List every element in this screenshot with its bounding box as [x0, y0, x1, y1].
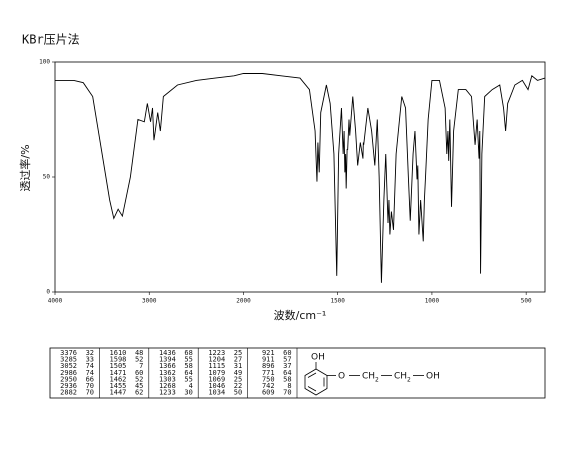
- chart-title: KBr压片法: [22, 33, 80, 47]
- wavenumber-cell: 1079: [208, 369, 225, 377]
- wavenumber-cell: 742: [262, 382, 275, 390]
- transmittance-cell: 66: [86, 375, 94, 383]
- transmittance-cell: 25: [234, 349, 242, 357]
- x-tick-label: 1000: [425, 298, 440, 305]
- subscript-label: 2: [407, 377, 411, 384]
- wavenumber-cell: 1115: [208, 362, 225, 370]
- wavenumber-cell: 609: [262, 389, 275, 397]
- spectrum-line: [55, 73, 546, 283]
- wavenumber-cell: 911: [262, 356, 275, 364]
- transmittance-cell: 57: [283, 356, 291, 364]
- transmittance-cell: 64: [283, 369, 291, 377]
- wavenumber-cell: 1436: [159, 349, 176, 357]
- ether-label: O: [338, 372, 345, 382]
- wavenumber-cell: 2986: [60, 369, 77, 377]
- x-tick-label: 500: [521, 298, 532, 305]
- wavenumber-cell: 750: [262, 375, 275, 383]
- transmittance-cell: 74: [86, 369, 94, 377]
- transmittance-cell: 37: [283, 362, 291, 370]
- transmittance-cell: 33: [86, 356, 94, 364]
- transmittance-cell: 60: [135, 369, 143, 377]
- wavenumber-cell: 1598: [110, 356, 127, 364]
- x-tick-label: 3000: [142, 298, 157, 305]
- x-tick-label: 2000: [236, 298, 251, 305]
- y-tick-label: 50: [43, 174, 51, 181]
- transmittance-cell: 70: [283, 389, 291, 397]
- transmittance-cell: 52: [135, 375, 143, 383]
- transmittance-cell: 55: [184, 375, 192, 383]
- wavenumber-cell: 2936: [60, 382, 77, 390]
- wavenumber-cell: 1303: [159, 375, 176, 383]
- double-bond: [307, 386, 317, 392]
- wavenumber-cell: 1268: [159, 382, 176, 390]
- wavenumber-cell: 1447: [110, 389, 127, 397]
- transmittance-cell: 50: [234, 389, 242, 397]
- wavenumber-cell: 3376: [60, 349, 77, 357]
- wavenumber-cell: 1046: [208, 382, 225, 390]
- wavenumber-cell: 1069: [208, 375, 225, 383]
- transmittance-cell: 60: [283, 349, 291, 357]
- wavenumber-cell: 1204: [208, 356, 225, 364]
- transmittance-cell: 58: [283, 375, 291, 383]
- transmittance-cell: 58: [184, 362, 192, 370]
- transmittance-cell: 22: [234, 382, 242, 390]
- wavenumber-cell: 1505: [110, 362, 127, 370]
- wavenumber-cell: 1366: [159, 362, 176, 370]
- wavenumber-cell: 2882: [60, 389, 77, 397]
- transmittance-cell: 25: [234, 375, 242, 383]
- transmittance-cell: 55: [184, 356, 192, 364]
- wavenumber-cell: 3285: [60, 356, 77, 364]
- transmittance-cell: 31: [234, 362, 242, 370]
- transmittance-cell: 7: [139, 362, 143, 370]
- transmittance-cell: 74: [86, 362, 94, 370]
- transmittance-cell: 64: [184, 369, 192, 377]
- wavenumber-cell: 921: [262, 349, 275, 357]
- wavenumber-cell: 1034: [208, 389, 225, 397]
- transmittance-cell: 32: [86, 349, 94, 357]
- transmittance-cell: 4: [189, 382, 193, 390]
- transmittance-cell: 30: [184, 389, 192, 397]
- wavenumber-cell: 1362: [159, 369, 176, 377]
- wavenumber-cell: 1233: [159, 389, 176, 397]
- transmittance-cell: 52: [135, 356, 143, 364]
- wavenumber-cell: 1471: [110, 369, 127, 377]
- wavenumber-cell: 771: [262, 369, 275, 377]
- y-tick-label: 100: [39, 59, 50, 66]
- x-axis-label: 波数/cm⁻¹: [274, 309, 327, 322]
- methylene-label: CH: [394, 372, 407, 382]
- x-tick-label: 1500: [330, 298, 345, 305]
- wavenumber-cell: 3052: [60, 362, 77, 370]
- transmittance-cell: 49: [234, 369, 242, 377]
- transmittance-cell: 70: [86, 382, 94, 390]
- transmittance-cell: 45: [135, 382, 143, 390]
- wavenumber-cell: 1455: [110, 382, 127, 390]
- transmittance-cell: 48: [135, 349, 143, 357]
- double-bond: [307, 372, 317, 378]
- x-tick-label: 4000: [48, 298, 63, 305]
- wavenumber-cell: 896: [262, 362, 275, 370]
- wavenumber-cell: 1462: [110, 375, 127, 383]
- transmittance-cell: 8: [287, 382, 291, 390]
- hydroxyl-label: OH: [311, 353, 325, 363]
- y-tick-label: 0: [46, 289, 50, 296]
- structure: OHO CH 2 CH 2 OH: [304, 353, 440, 396]
- methylene-label: CH: [362, 372, 375, 382]
- transmittance-cell: 62: [135, 389, 143, 397]
- y-axis-label: 透过率/%: [18, 144, 32, 191]
- table-frame: [49, 347, 546, 399]
- terminal-hydroxyl-label: OH: [426, 372, 440, 382]
- wavenumber-cell: 1223: [208, 349, 225, 357]
- wavenumber-cell: 2950: [60, 375, 77, 383]
- wavenumber-cell: 1610: [110, 349, 127, 357]
- wavenumber-cell: 1394: [159, 356, 176, 364]
- transmittance-cell: 68: [184, 349, 192, 357]
- transmittance-cell: 27: [234, 356, 242, 364]
- subscript-label: 2: [375, 377, 379, 384]
- transmittance-cell: 70: [86, 389, 94, 397]
